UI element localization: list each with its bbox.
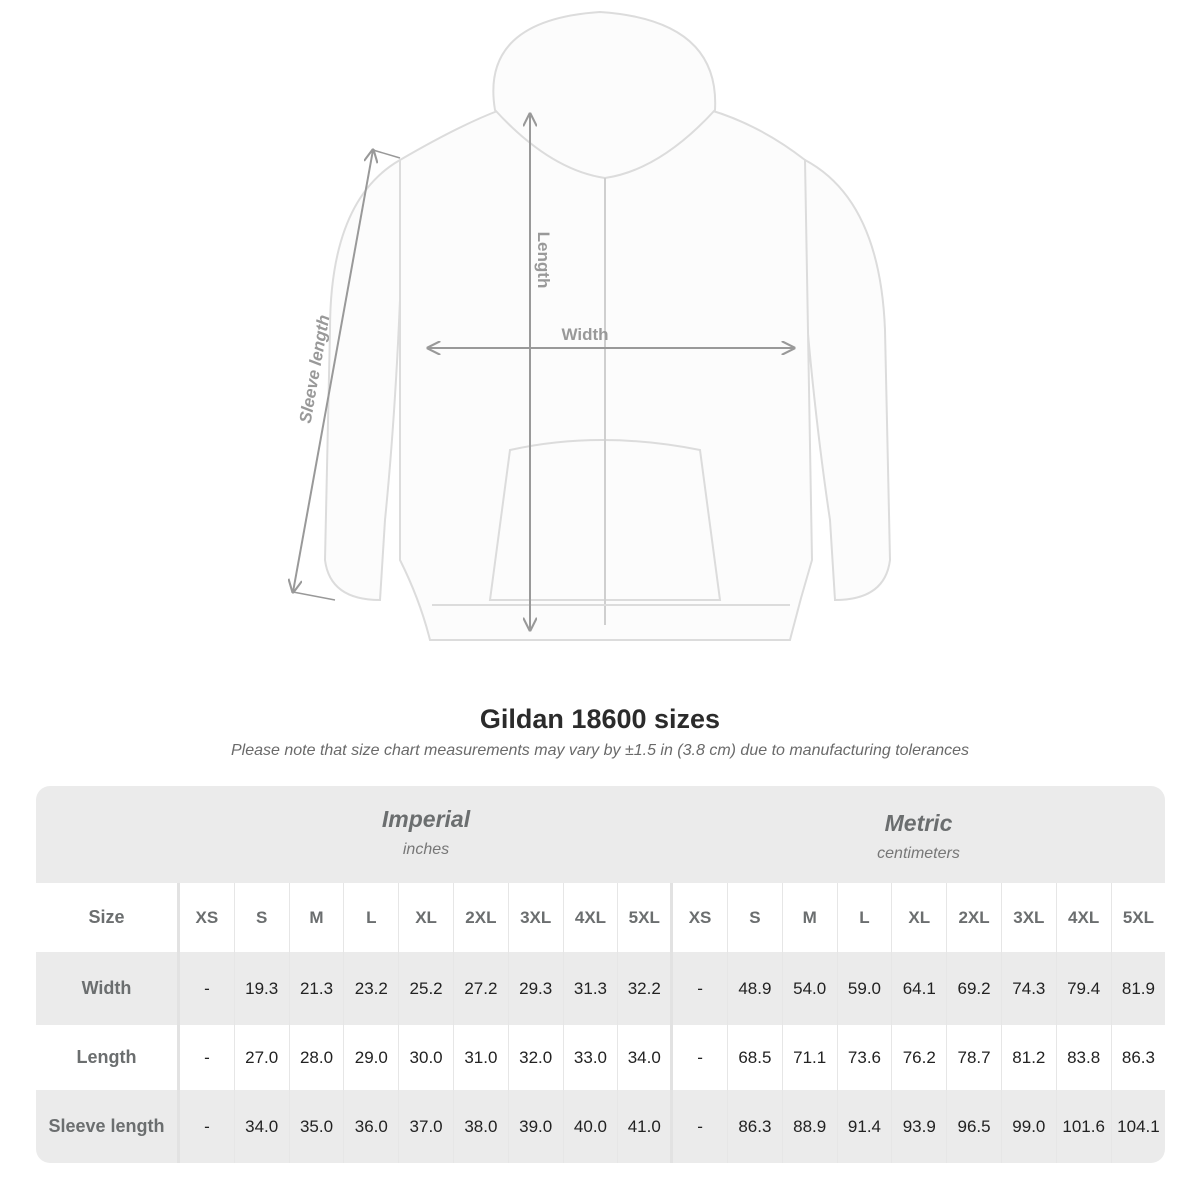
size-header-cell: 4XL: [1057, 883, 1112, 952]
page-title: Gildan 18600 sizes: [479, 704, 721, 734]
imperial-cell: 23.2: [344, 952, 400, 1025]
metric-cell: 74.3: [1002, 952, 1057, 1025]
imperial-cell: 25.2: [399, 952, 454, 1025]
imperial-cell: 29.0: [344, 1025, 400, 1090]
metric-cell: 79.4: [1057, 952, 1112, 1025]
size-header-cell: 4XL: [564, 883, 619, 952]
imperial-cell: 33.0: [564, 1025, 619, 1090]
size-header-cell: XL: [399, 883, 454, 952]
metric-cell: 86.3: [728, 1090, 783, 1163]
imperial-cell: 21.3: [290, 952, 345, 1025]
size-header-cell: 3XL: [509, 883, 564, 952]
table-row: Sleeve length -34.0 35.0 36.0 37.0 38.0 39.0 40…: [36, 1090, 1165, 1163]
sleeve-arrow: [293, 150, 373, 592]
metric-cell: 59.0: [838, 952, 893, 1025]
size-header-cell: 2XL: [947, 883, 1002, 952]
tolerance-note: Please note that size chart measurements…: [230, 742, 970, 759]
metric-cell: 71.1: [783, 1025, 838, 1090]
imperial-cell: 28.0: [290, 1025, 345, 1090]
metric-cell: -: [673, 1090, 728, 1163]
metric-title: Metric: [884, 810, 953, 836]
metric-cell: 54.0: [783, 952, 838, 1025]
metric-cell: 96.5: [947, 1090, 1002, 1163]
length-label: Length: [534, 232, 553, 289]
metric-cell: 48.9: [728, 952, 783, 1025]
size-header-cell: 5XL: [618, 883, 674, 952]
metric-header: Metric centimeters: [672, 810, 1165, 863]
imperial-cell: 35.0: [290, 1090, 345, 1163]
table-header: Imperial inches Metric centimeters: [36, 786, 1165, 883]
imperial-cell: 37.0: [399, 1090, 454, 1163]
metric-cell: 69.2: [947, 952, 1002, 1025]
imperial-cell: 41.0: [618, 1090, 674, 1163]
metric-cell: 88.9: [783, 1090, 838, 1163]
size-header-cell: L: [344, 883, 400, 952]
imperial-title: Imperial: [381, 806, 471, 832]
metric-cell: 78.7: [947, 1025, 1002, 1090]
row-label: Size: [36, 883, 180, 952]
row-label: Width: [36, 952, 180, 1025]
imperial-header: Imperial inches: [180, 806, 672, 859]
imperial-cell: 34.0: [235, 1090, 290, 1163]
imperial-cell: 31.0: [454, 1025, 509, 1090]
size-table: Imperial inches Metric centimeters Size X…: [36, 786, 1165, 1163]
metric-cell: 81.9: [1112, 952, 1165, 1025]
imperial-cell: 27.0: [235, 1025, 290, 1090]
imperial-cell: 36.0: [344, 1090, 400, 1163]
metric-cell: 104.1: [1112, 1090, 1165, 1163]
size-header-cell: S: [728, 883, 783, 952]
imperial-cell: 29.3: [509, 952, 564, 1025]
row-label: Sleeve length: [36, 1090, 180, 1163]
size-header-cell: XS: [673, 883, 728, 952]
imperial-cell: -: [180, 1090, 235, 1163]
metric-cell: 83.8: [1057, 1025, 1112, 1090]
size-header-cell: 2XL: [454, 883, 509, 952]
size-header-cell: S: [235, 883, 290, 952]
size-header-row: Size XS S M L XL 2XL 3XL 4XL 5XL XS S M L XL 2XL 3XL 4XL 5…: [36, 883, 1165, 952]
metric-cell: 68.5: [728, 1025, 783, 1090]
imperial-cell: -: [180, 1025, 235, 1090]
imperial-cell: 31.3: [564, 952, 619, 1025]
metric-cell: 81.2: [1002, 1025, 1057, 1090]
metric-cell: 76.2: [892, 1025, 948, 1090]
metric-cell: 91.4: [838, 1090, 893, 1163]
size-header-cell: 3XL: [1002, 883, 1057, 952]
metric-cell: 101.6: [1057, 1090, 1112, 1163]
metric-cell: -: [673, 1025, 728, 1090]
metric-cell: 86.3: [1112, 1025, 1165, 1090]
hoodie-diagram: Length Width Sleeve length: [0, 10, 892, 641]
metric-unit: centimeters: [877, 845, 960, 862]
imperial-cell: 32.2: [618, 952, 674, 1025]
imperial-cell: 19.3: [235, 952, 290, 1025]
size-header-cell: 5XL: [1112, 883, 1165, 952]
width-label: Width: [561, 325, 608, 344]
size-header-cell: XL: [892, 883, 948, 952]
imperial-cell: 30.0: [399, 1025, 454, 1090]
imperial-cell: -: [180, 952, 235, 1025]
size-header-cell: M: [783, 883, 838, 952]
imperial-cell: 40.0: [564, 1090, 619, 1163]
table-row: Length -27.0 28.0 29.0 30.0 31.0 32.0 33.0 34.0-…: [36, 1025, 1165, 1090]
row-label: Length: [36, 1025, 180, 1090]
imperial-cell: 27.2: [454, 952, 509, 1025]
metric-cell: 93.9: [892, 1090, 948, 1163]
size-header-cell: M: [290, 883, 345, 952]
size-header-cell: L: [838, 883, 893, 952]
metric-cell: 73.6: [838, 1025, 893, 1090]
size-header-cell: XS: [180, 883, 235, 952]
imperial-cell: 38.0: [454, 1090, 509, 1163]
imperial-cell: 32.0: [509, 1025, 564, 1090]
metric-cell: 99.0: [1002, 1090, 1057, 1163]
metric-cell: 64.1: [892, 952, 948, 1025]
metric-cell: -: [673, 952, 728, 1025]
imperial-unit: inches: [402, 841, 450, 858]
imperial-cell: 39.0: [509, 1090, 564, 1163]
imperial-cell: 34.0: [618, 1025, 674, 1090]
table-row: Width -19.3 21.3 23.2 25.2 27.2 29.3 31.3 32.2-4…: [36, 952, 1165, 1025]
